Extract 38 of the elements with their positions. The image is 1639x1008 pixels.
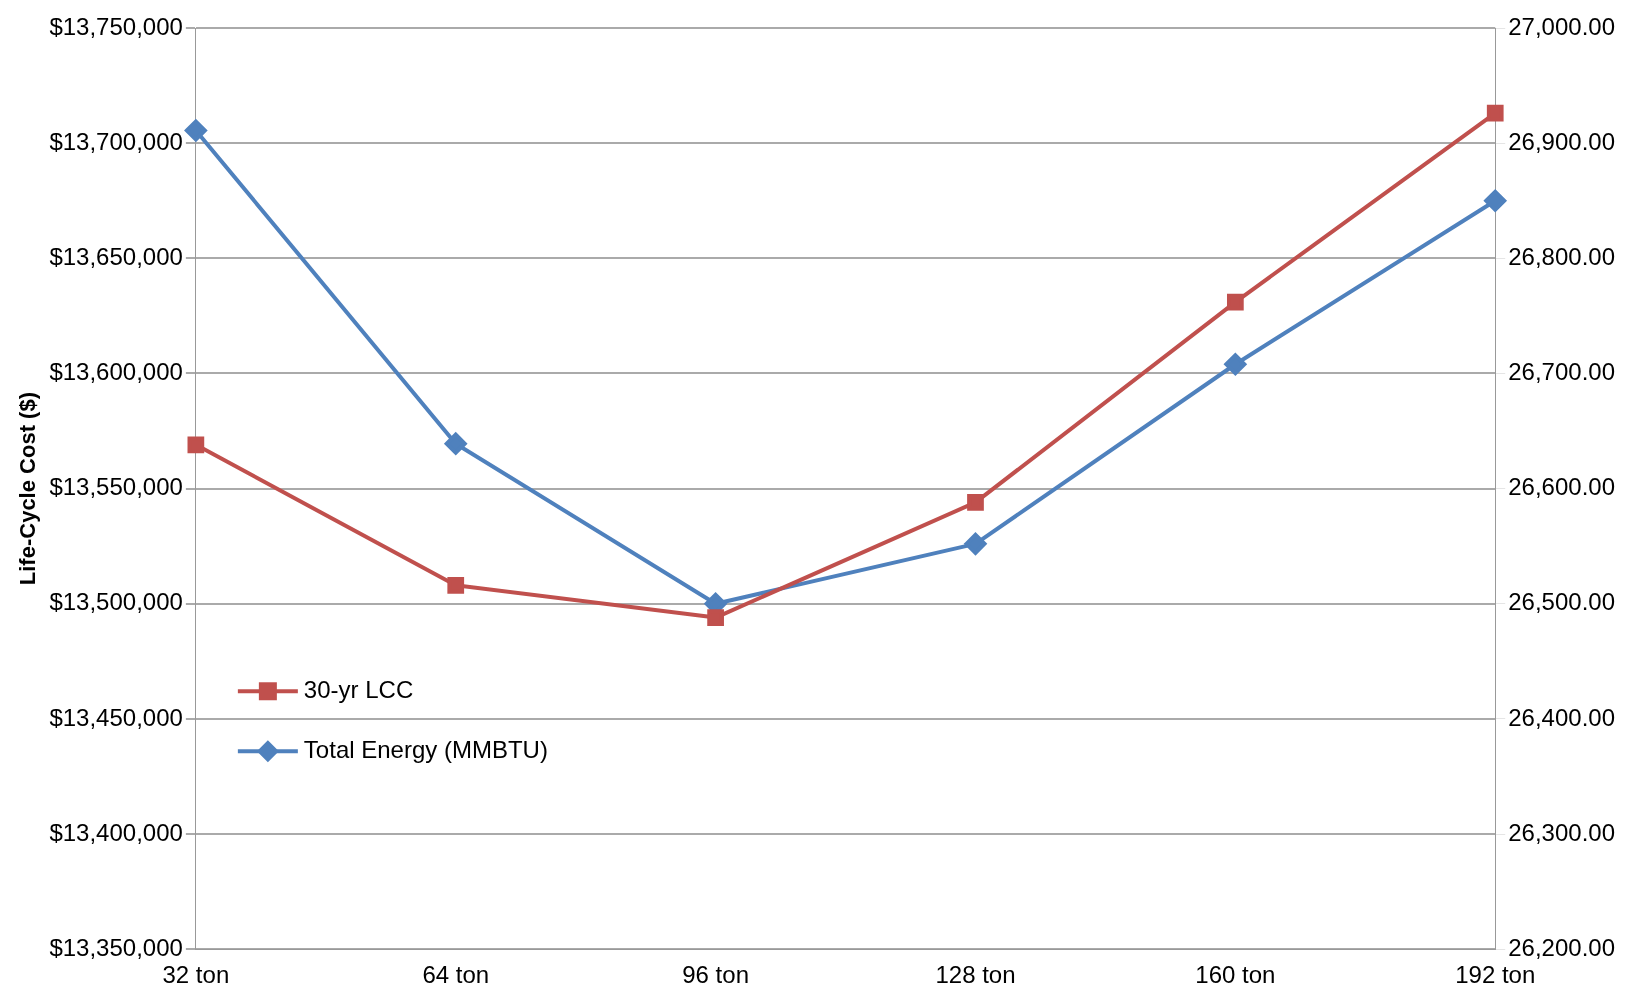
point [1484,189,1507,212]
y-tick-label: $13,450,000 [49,703,183,731]
y-tick-label: $13,500,000 [49,588,183,616]
y-axis-title: Life-Cycle Cost ($) [15,392,41,586]
point [1226,293,1244,311]
y2-tick-label: 26,700.00 [1508,358,1616,386]
y2-tick-label: 26,400.00 [1508,703,1616,731]
point [1224,353,1247,376]
legend-label: Total Energy (MMBTU) [303,735,548,763]
point [184,119,207,142]
point [707,609,724,626]
y2-tick-label: 26,500.00 [1508,588,1616,616]
x-tick-label: 192 ton [1455,961,1536,989]
point [187,436,205,454]
x-tick-label: 96 ton [682,961,749,989]
y2-tick-label: 26,300.00 [1508,818,1616,846]
y-tick-label: $13,750,000 [49,12,183,40]
y-tick-label: $13,400,000 [49,818,183,846]
y-tick-label: $13,700,000 [49,127,183,155]
point [964,532,987,555]
point [444,432,467,455]
x-tick-label: 32 ton [162,961,230,989]
x-tick-label: 128 ton [935,961,1016,989]
legend-label: 30-yr LCC [303,675,414,703]
y2-tick-label: 27,000.00 [1508,12,1616,40]
y-tick-label: $13,550,000 [49,473,183,501]
y2-tick-label: 26,800.00 [1508,242,1616,270]
y-tick-label: $13,600,000 [49,358,183,386]
y-tick-label: $13,350,000 [49,933,183,961]
point [967,494,984,511]
y2-tick-label: 26,900.00 [1508,127,1616,155]
y-tick-label: $13,650,000 [49,242,183,270]
y2-tick-label: 26,600.00 [1508,473,1616,501]
point [1486,104,1504,122]
x-tick-label: 64 ton [422,961,490,989]
x-tick-label: 160 ton [1195,961,1276,989]
point [447,576,465,594]
y2-tick-label: 26,200.00 [1508,933,1616,961]
